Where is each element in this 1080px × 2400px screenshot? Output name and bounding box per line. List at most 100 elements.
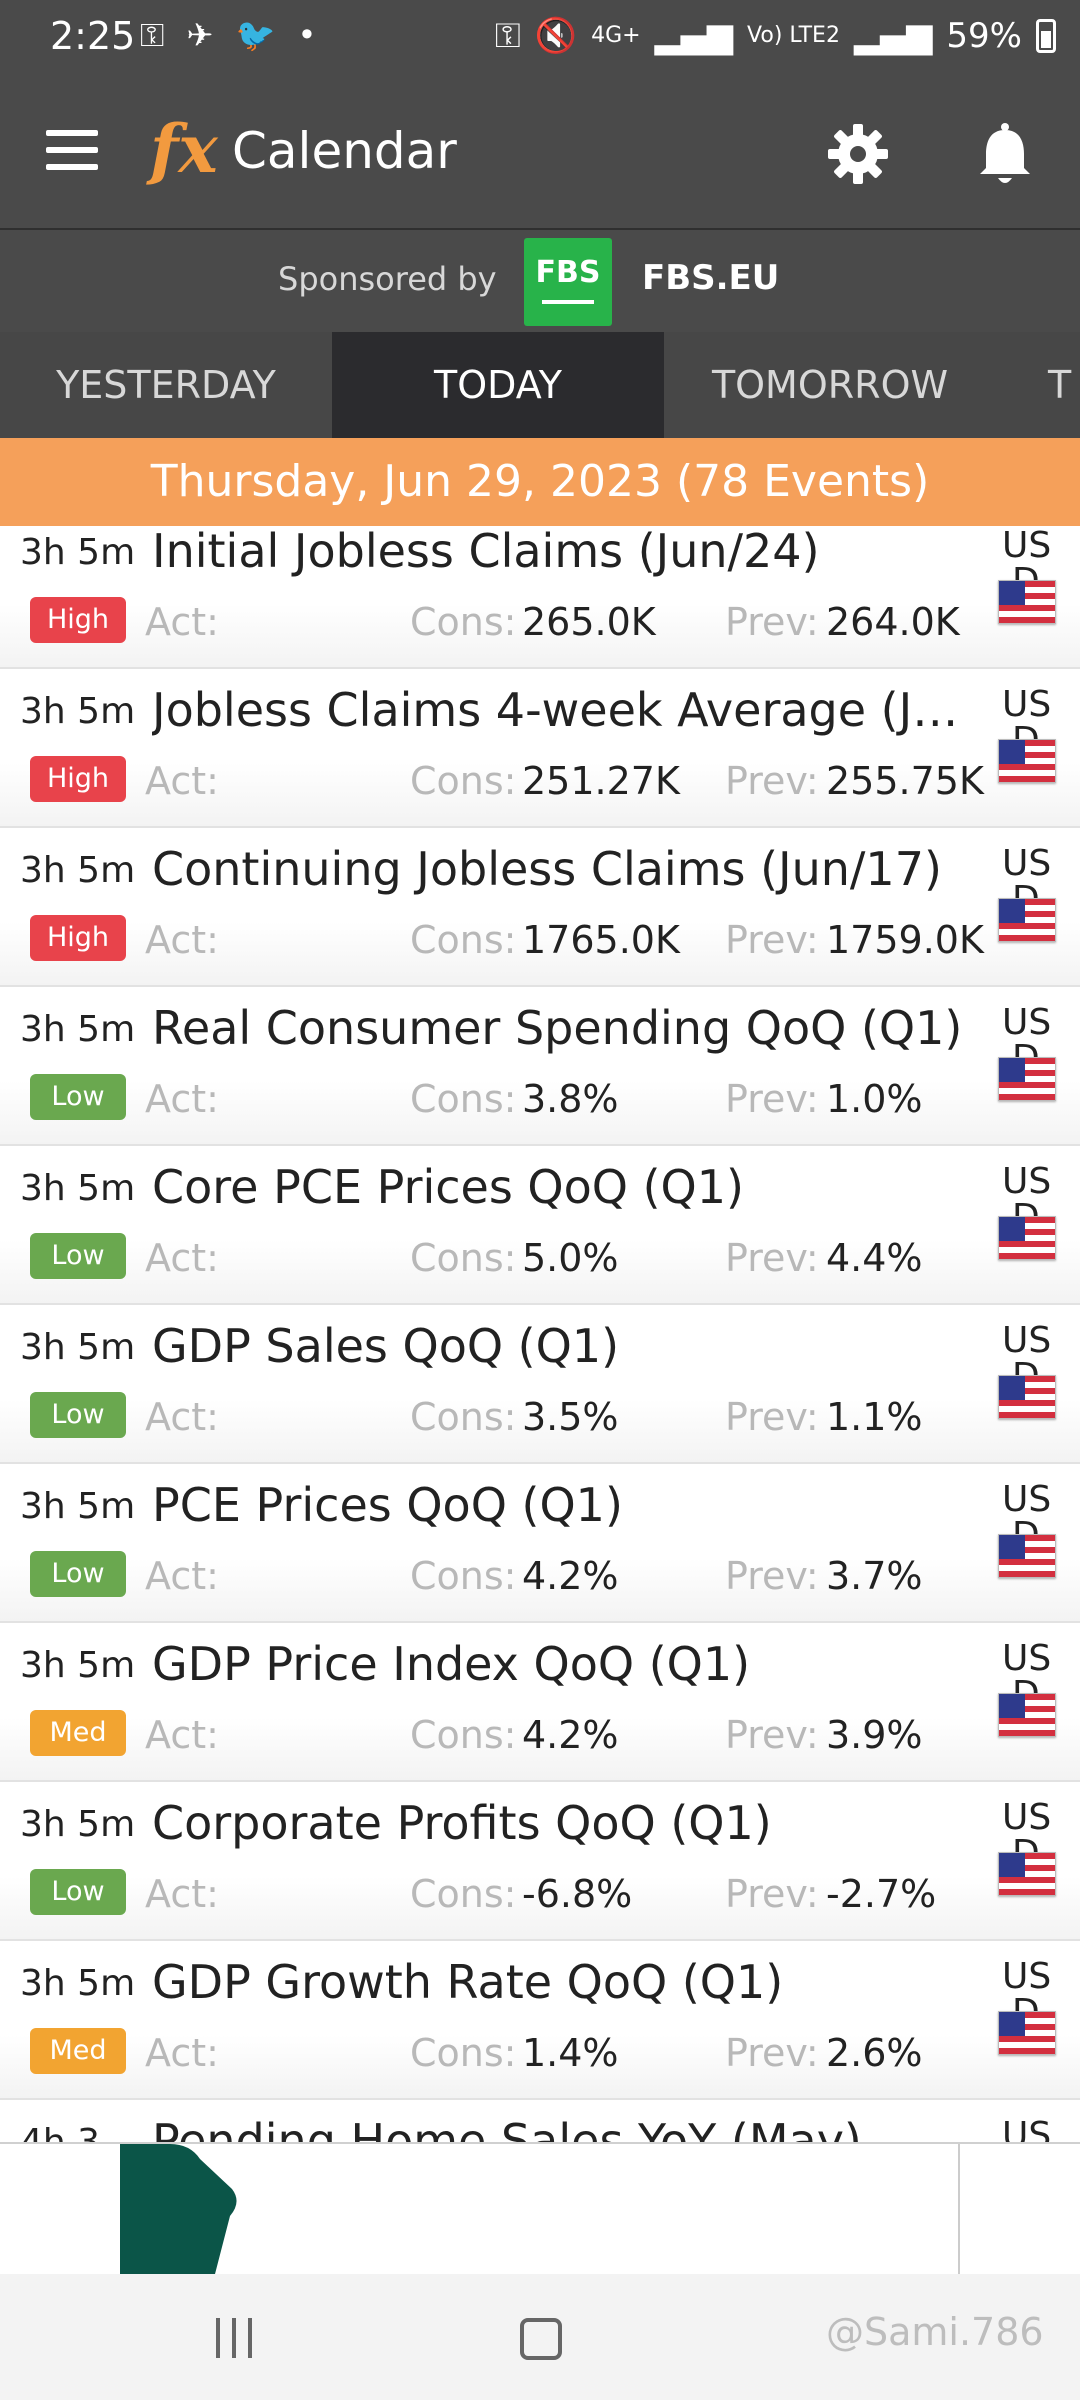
tab-next-partial[interactable]: T [1048,363,1072,407]
event-row[interactable]: 3h 5m Core PCE Prices QoQ (Q1) Low Act: … [0,1146,1080,1305]
cons-label: Cons: [410,1236,517,1280]
home-icon[interactable] [520,2318,562,2360]
bell-icon[interactable] [976,122,1034,188]
watermark-text: @Sami.786 [826,2310,1044,2354]
event-time: 3h 5m [20,1168,136,1209]
country-code: US [1002,2115,1052,2143]
menu-icon[interactable] [46,130,98,174]
country-code-overflow: D [1012,880,1040,898]
event-time: 3h 5m [20,691,136,732]
event-title: GDP Price Index QoQ (Q1) [152,1637,751,1691]
country-code: USD [1002,1638,1054,1694]
country-code-overflow: D [1012,1198,1040,1216]
cons-value: 3.8% [522,1077,619,1121]
act-label: Act: [145,759,219,803]
act-label: Act: [145,1236,219,1280]
act-label: Act: [145,2031,219,2075]
event-row[interactable]: 3h 5m Jobless Claims 4-week Average (Ju.… [0,669,1080,828]
fbs-logo: FBS [524,238,612,326]
key-icon: ⚿ [494,16,521,56]
ad-banner[interactable] [120,2144,960,2274]
tab-tomorrow[interactable]: TOMORROW [711,363,949,407]
country-code-overflow: D [1012,1834,1040,1852]
act-label: Act: [145,918,219,962]
ad-banner-area[interactable] [0,2142,1080,2274]
cons-label: Cons: [410,1395,517,1439]
signal-icon-2: ▂▄▆ [853,16,933,56]
prev-label: Prev: [725,600,819,644]
prev-value: 3.7% [826,1554,923,1598]
event-row[interactable]: 3h 5m Corporate Profits QoQ (Q1) Low Act… [0,1782,1080,1941]
event-row[interactable]: 4h 3 Pending Home Sales YoY (May) US [0,2100,1080,2142]
system-nav-bar: @Sami.786 [0,2274,1080,2400]
network-type: 4G+ [591,23,641,48]
impact-badge: Low [30,1392,126,1438]
event-row[interactable]: 3h 5m GDP Price Index QoQ (Q1) Med Act: … [0,1623,1080,1782]
gear-icon[interactable] [826,122,890,186]
event-time: 3h 5m [20,850,136,891]
events-list: 3h 5m Initial Jobless Claims (Jun/24) Hi… [0,526,1080,2142]
prev-value: 1.0% [826,1077,923,1121]
act-label: Act: [145,600,219,644]
cons-value: 4.2% [522,1713,619,1757]
cons-label: Cons: [410,2031,517,2075]
country-code-overflow: D [1012,1993,1040,2011]
sponsor-bar[interactable]: Sponsored by FBS FBS.EU [0,228,1080,332]
event-row[interactable]: 3h 5m GDP Growth Rate QoQ (Q1) Med Act: … [0,1941,1080,2100]
impact-badge: High [30,597,126,643]
us-flag-icon [998,739,1056,783]
prev-value: 255.75K [826,759,984,803]
prev-value: 4.4% [826,1236,923,1280]
country-code-text: US [1002,1638,1052,1679]
impact-badge: Low [30,1233,126,1279]
event-time: 3h 5m [20,1486,136,1527]
impact-badge: Med [30,2028,126,2074]
country-code-text: US [1002,684,1052,725]
country-code-overflow: D [1012,1675,1040,1693]
act-label: Act: [145,1872,219,1916]
act-label: Act: [145,1713,219,1757]
cons-value: 251.27K [522,759,680,803]
event-time: 3h 5m [20,1009,136,1050]
country-code: USD [1002,844,1054,899]
event-row[interactable]: 3h 5m Real Consumer Spending QoQ (Q1) Lo… [0,987,1080,1146]
sponsor-domain[interactable]: FBS.EU [642,258,780,298]
cons-label: Cons: [410,1713,517,1757]
us-flag-icon [998,1852,1056,1896]
country-code-overflow: D [1012,1357,1040,1375]
us-flag-icon [998,1375,1056,1419]
event-time: 3h 5m [20,1963,136,2004]
app-title: Calendar [232,122,457,180]
fbs-logo-text: FBS [535,255,601,290]
recent-apps-icon[interactable] [216,2318,256,2358]
event-time: 3h 5m [20,1804,136,1845]
impact-badge: Med [30,1710,126,1756]
event-row[interactable]: 3h 5m GDP Sales QoQ (Q1) Low Act: Cons: … [0,1305,1080,1464]
tab-today[interactable]: TODAY [332,332,664,438]
cons-value: -6.8% [522,1872,633,1916]
country-code-text: US [1002,1479,1052,1520]
tab-yesterday[interactable]: YESTERDAY [56,363,276,407]
status-bar: 2:25 ⚿ ✈ 🐦 • ⚿ 🔇 4G+ ▂▄▆ Vo) LTE2 ▂▄▆ 59… [0,0,1080,78]
country-code: USD [1002,526,1054,580]
mute-icon: 🔇 [534,16,578,56]
us-flag-icon [998,898,1056,942]
notification-icons: ⚿ ✈ 🐦 • [140,16,323,54]
event-row[interactable]: 3h 5m Initial Jobless Claims (Jun/24) Hi… [0,526,1080,669]
volte-label: Vo) LTE2 [747,23,840,48]
country-code: USD [1002,684,1054,740]
event-row[interactable]: 3h 5m PCE Prices QoQ (Q1) Low Act: Cons:… [0,1464,1080,1623]
event-time: 3h 5m [20,1327,136,1368]
event-title: Jobless Claims 4-week Average (Ju... [152,683,982,737]
event-title: Core PCE Prices QoQ (Q1) [152,1160,744,1214]
act-label: Act: [145,1554,219,1598]
country-code-overflow: D [1012,562,1040,580]
us-flag-icon [998,2011,1056,2055]
country-code: USD [1002,1162,1054,1217]
event-title: Corporate Profits QoQ (Q1) [152,1796,772,1850]
impact-badge: High [30,915,126,961]
event-row[interactable]: 3h 5m Continuing Jobless Claims (Jun/17)… [0,828,1080,987]
cons-value: 265.0K [522,600,656,644]
prev-value: -2.7% [826,1872,937,1916]
act-label: Act: [145,1395,219,1439]
